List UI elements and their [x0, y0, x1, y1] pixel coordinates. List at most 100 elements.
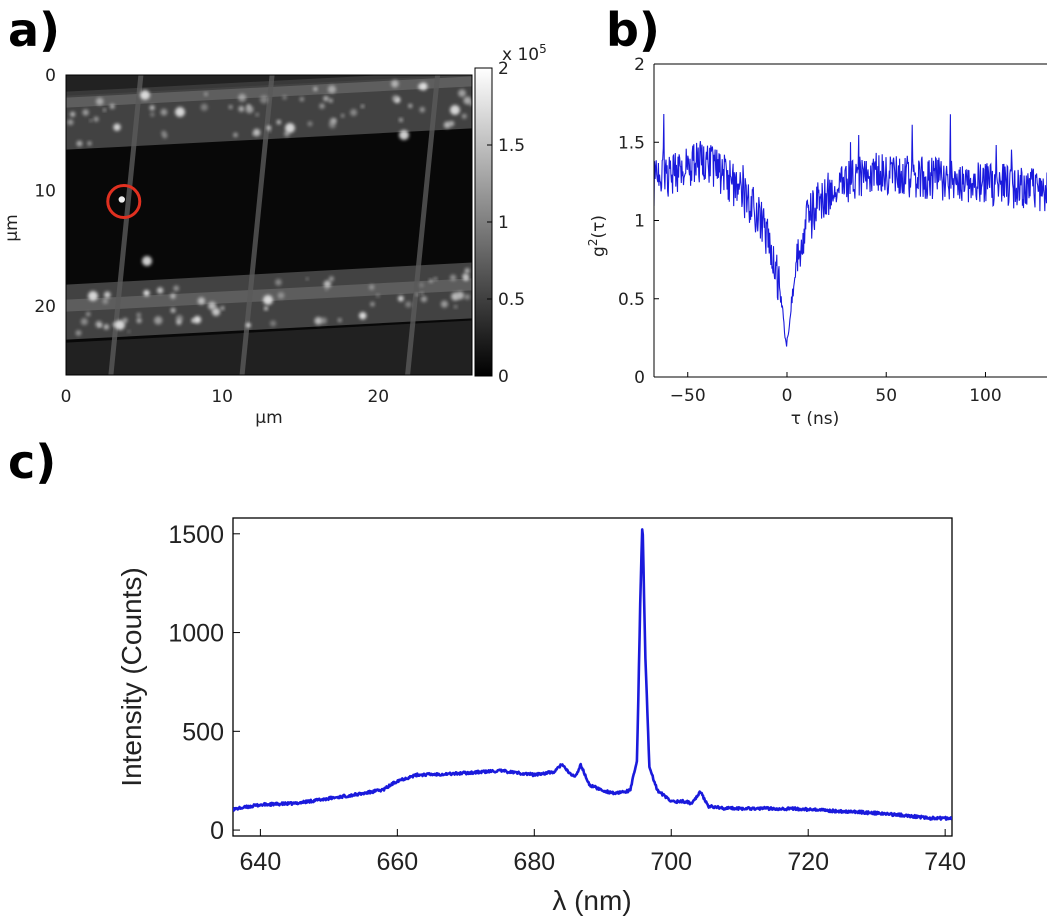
- heatmap-bright-spots: [67, 79, 472, 336]
- heatmap-speck: [127, 330, 131, 333]
- g2-y-label-base: g: [589, 246, 609, 257]
- heatmap-speck: [80, 317, 88, 326]
- heatmap-speck: [328, 121, 336, 129]
- heatmap-speck: [448, 120, 455, 127]
- emitter-marker-circle: [106, 183, 142, 219]
- heatmap-speck: [161, 130, 167, 136]
- heatmap-speck: [109, 103, 115, 109]
- heatmap-speck: [76, 140, 83, 147]
- heatmap-speck: [463, 96, 472, 105]
- heatmap-speck: [207, 301, 217, 310]
- heatmap-bright-cluster-8: [175, 107, 185, 117]
- panel-label-b: b): [606, 3, 660, 57]
- heatmap-speck: [264, 306, 268, 311]
- g2-y-label-sup: 2: [586, 239, 600, 247]
- heatmap-speck: [200, 103, 208, 111]
- heatmap-speck: [323, 95, 329, 102]
- heatmap-speck: [376, 293, 380, 298]
- panel-a-heatmap: 0 10 20 0 10 20 μm μm 0 0.5 1 1.5 2 x 105: [2, 42, 547, 428]
- heatmap-speck: [461, 113, 467, 119]
- heatmap-bright-cluster-5: [399, 130, 409, 140]
- heatmap-speck: [419, 106, 425, 113]
- heatmap-speck: [391, 79, 399, 88]
- spectrum-series-line: [233, 528, 952, 821]
- heatmap-speck: [220, 306, 225, 311]
- heatmap-speck: [305, 277, 309, 281]
- spectrum-y-ticks: 0 500 1000 1500: [168, 521, 240, 845]
- g2-y-tick-1: 0.5: [618, 290, 645, 310]
- heatmap-speck: [156, 287, 164, 294]
- heatmap-speck: [313, 86, 318, 92]
- spectrum-x-ticks: 640 660 680 700 720 740: [240, 829, 966, 876]
- heatmap-speck: [259, 95, 269, 104]
- g2-y-ticks: 0 0.5 1 1.5 2: [618, 55, 659, 388]
- g2-y-label-suffix: (τ): [589, 215, 609, 239]
- heatmap-speck: [95, 320, 103, 328]
- heatmap-speck: [103, 291, 111, 299]
- heatmap-bright-cluster-2: [142, 256, 152, 266]
- heatmap-speck: [449, 274, 457, 281]
- heatmap-speck: [176, 319, 182, 325]
- heatmap-speck: [397, 295, 404, 302]
- heatmap-y-tick-2: 20: [34, 297, 56, 317]
- heatmap-speck: [113, 123, 121, 132]
- heatmap-x-label: μm: [255, 408, 282, 428]
- heatmap-speck: [420, 291, 424, 295]
- heatmap-frame: [65, 74, 473, 376]
- colorbar-tick-1: 0.5: [498, 290, 525, 310]
- heatmap-speck: [360, 104, 365, 108]
- heatmap-speck: [319, 103, 325, 109]
- heatmap-speck: [275, 278, 282, 286]
- heatmap-speck: [454, 305, 458, 309]
- heatmap-speck: [420, 295, 428, 303]
- heatmap-speck: [323, 280, 332, 288]
- heatmap-edge-bottom: [66, 320, 472, 375]
- g2-x-tick-0: −50: [670, 386, 706, 406]
- heatmap-structure: [66, 75, 472, 375]
- heatmap-speck: [102, 298, 109, 305]
- heatmap-speck: [327, 85, 337, 94]
- heatmap-speck: [320, 317, 328, 324]
- heatmap-x-ticks: 0 10 20: [61, 387, 390, 407]
- heatmap-speck: [325, 288, 328, 291]
- heatmap-speck: [238, 93, 247, 102]
- spectrum-x-tick-0: 640: [240, 848, 282, 876]
- heatmap-speck: [103, 108, 106, 112]
- spectrum-x-tick-2: 680: [513, 848, 555, 876]
- heatmap-speck: [391, 95, 399, 102]
- heatmap-speck: [67, 119, 74, 126]
- heatmap-speck: [307, 121, 313, 127]
- g2-y-tick-0: 0: [634, 368, 645, 388]
- panel-b-g2-chart: −50 0 50 100 00.511.52 τ (ns) g2(τ): [586, 55, 1047, 429]
- heatmap-speck: [191, 318, 196, 323]
- g2-y-tick-3: 1.5: [618, 133, 645, 153]
- heatmap-speck: [82, 109, 89, 116]
- g2-x-label: τ (ns): [791, 409, 840, 429]
- heatmap-bright-cluster-3: [285, 123, 295, 133]
- heatmap-bright-cluster-7: [450, 105, 460, 115]
- heatmap-speck: [136, 318, 142, 324]
- heatmap-speck: [173, 285, 180, 292]
- heatmap-speck: [314, 317, 323, 325]
- heatmap-speck: [85, 311, 91, 317]
- spectrum-y-tick-1: 500: [182, 718, 224, 746]
- heatmap-speck: [440, 300, 449, 308]
- heatmap-speck: [328, 98, 333, 103]
- g2-series-line: [654, 113, 1047, 347]
- heatmap-speck: [399, 117, 403, 122]
- heatmap-x-tick-0: 0: [61, 387, 72, 407]
- heatmap-speck: [268, 129, 272, 133]
- heatmap-speck: [340, 114, 345, 118]
- heatmap-speck: [419, 282, 424, 288]
- heatmap-speck: [245, 322, 251, 328]
- heatmap-y-tick-0: 0: [45, 66, 56, 86]
- heatmap-speck: [228, 105, 233, 109]
- heatmap-speck: [149, 105, 155, 111]
- heatmap-speck: [328, 276, 334, 282]
- heatmap-bright-cluster-6: [115, 320, 125, 330]
- g2-x-tick-1: 0: [782, 386, 793, 406]
- heatmap-speck: [299, 96, 305, 102]
- colorbar-multiplier: x 105: [502, 42, 547, 65]
- heatmap-speck: [433, 277, 438, 281]
